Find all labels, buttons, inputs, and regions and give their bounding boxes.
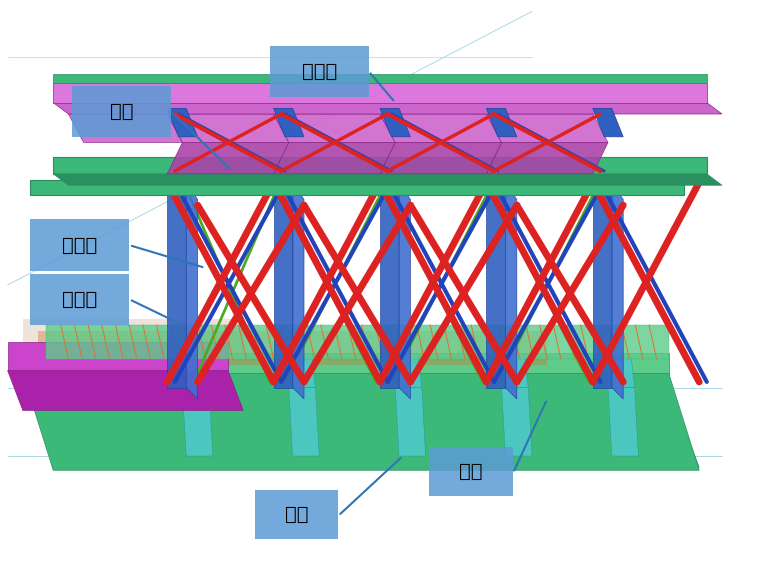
Polygon shape <box>486 108 517 137</box>
Polygon shape <box>505 182 517 399</box>
FancyBboxPatch shape <box>72 86 171 137</box>
Polygon shape <box>46 325 669 359</box>
Polygon shape <box>502 388 532 456</box>
FancyBboxPatch shape <box>429 447 513 496</box>
Polygon shape <box>76 388 699 467</box>
Polygon shape <box>395 388 426 456</box>
FancyBboxPatch shape <box>30 219 129 271</box>
Polygon shape <box>8 370 243 410</box>
Text: 桥面系: 桥面系 <box>62 290 97 309</box>
Polygon shape <box>133 388 209 456</box>
Polygon shape <box>612 182 623 399</box>
Polygon shape <box>486 142 608 174</box>
Polygon shape <box>53 174 722 185</box>
Polygon shape <box>380 114 502 142</box>
Polygon shape <box>399 182 410 399</box>
Polygon shape <box>274 182 293 388</box>
FancyBboxPatch shape <box>255 490 338 539</box>
Polygon shape <box>395 353 422 388</box>
Polygon shape <box>502 353 528 388</box>
Polygon shape <box>182 353 209 388</box>
Polygon shape <box>53 103 722 114</box>
Polygon shape <box>68 114 182 142</box>
Polygon shape <box>23 353 669 388</box>
Polygon shape <box>30 180 684 195</box>
Text: 上横联: 上横联 <box>62 235 97 255</box>
Polygon shape <box>167 182 186 388</box>
Polygon shape <box>380 108 410 137</box>
Text: 上平联: 上平联 <box>302 62 337 81</box>
Polygon shape <box>593 108 623 137</box>
Text: 腹杆: 腹杆 <box>460 462 483 481</box>
FancyBboxPatch shape <box>30 274 129 325</box>
Polygon shape <box>486 182 505 388</box>
Polygon shape <box>338 388 422 456</box>
Text: 上弦: 上弦 <box>110 101 133 121</box>
Polygon shape <box>593 182 612 388</box>
Polygon shape <box>182 388 213 456</box>
Polygon shape <box>23 373 699 470</box>
Polygon shape <box>445 388 528 456</box>
Polygon shape <box>53 157 707 174</box>
Polygon shape <box>76 353 669 388</box>
Polygon shape <box>53 83 707 103</box>
Polygon shape <box>186 182 198 399</box>
Polygon shape <box>289 353 315 388</box>
Polygon shape <box>380 142 502 174</box>
Polygon shape <box>551 388 635 456</box>
FancyBboxPatch shape <box>270 46 369 97</box>
Polygon shape <box>380 182 399 388</box>
Polygon shape <box>232 388 315 456</box>
Polygon shape <box>53 74 707 83</box>
Polygon shape <box>274 108 304 137</box>
Polygon shape <box>167 114 289 142</box>
Polygon shape <box>486 114 608 142</box>
Text: 下弦: 下弦 <box>285 505 308 524</box>
Polygon shape <box>289 388 319 456</box>
Polygon shape <box>274 114 395 142</box>
Polygon shape <box>293 182 304 399</box>
Polygon shape <box>8 342 228 370</box>
Polygon shape <box>38 331 547 365</box>
Polygon shape <box>23 319 243 353</box>
Polygon shape <box>608 353 635 388</box>
Polygon shape <box>274 142 395 174</box>
Polygon shape <box>167 142 289 174</box>
Polygon shape <box>608 388 638 456</box>
Polygon shape <box>167 108 198 137</box>
